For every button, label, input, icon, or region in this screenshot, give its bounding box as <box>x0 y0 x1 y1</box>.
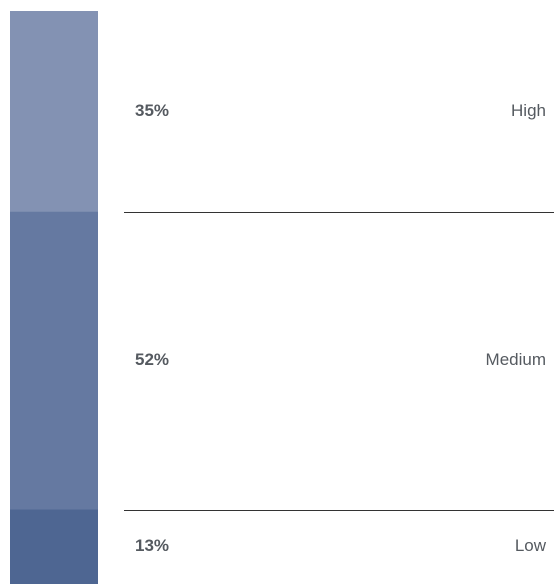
value-label-low: 13% <box>135 536 169 555</box>
segment-dividers <box>124 212 554 511</box>
bar-segment-high <box>10 11 98 212</box>
category-label-low: Low <box>515 536 547 555</box>
value-label-medium: 52% <box>135 350 169 369</box>
bar-segment-low <box>10 509 98 584</box>
category-label-high: High <box>511 101 546 120</box>
category-label-medium: Medium <box>486 350 546 369</box>
value-label-high: 35% <box>135 101 169 120</box>
bar-segments <box>10 11 98 584</box>
bar-segment-medium <box>10 211 98 510</box>
segment-labels: 35% High 52% Medium 13% Low <box>135 101 547 555</box>
